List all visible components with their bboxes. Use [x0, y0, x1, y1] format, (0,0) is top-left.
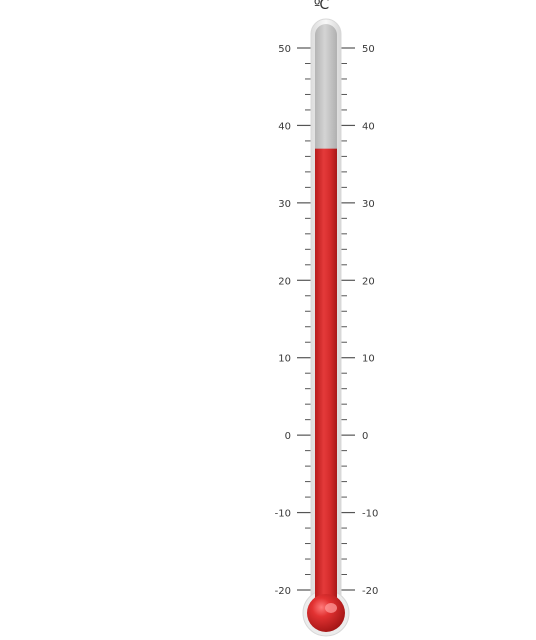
- bulb-highlight: [325, 603, 337, 613]
- tick-label-left: 40: [278, 121, 291, 132]
- tick-label-right: 40: [362, 121, 375, 132]
- tick-label-left: -10: [275, 509, 291, 520]
- tick-label-right: -10: [362, 509, 378, 520]
- tick-label-right: 50: [362, 44, 375, 55]
- tick-label-left: -20: [275, 586, 291, 597]
- scale-labels-right: 50 40 30 20 10 0 -10 -20: [362, 44, 378, 597]
- tick-label-left: 30: [278, 199, 291, 210]
- tick-label-right: -20: [362, 586, 378, 597]
- mercury-column: [315, 148, 337, 614]
- scale-ticks-left: [297, 47, 311, 591]
- tick-label-left: 20: [278, 276, 291, 287]
- scale-ticks-right: [341, 47, 355, 591]
- tick-label-right: 10: [362, 354, 375, 365]
- unit-label: ºC: [313, 0, 329, 13]
- tick-label-left: 0: [285, 431, 291, 442]
- scale-labels-left: 50 40 30 20 10 0 -10 -20: [275, 44, 291, 597]
- tick-label-right: 30: [362, 199, 375, 210]
- tick-label-right: 20: [362, 276, 375, 287]
- tick-label-left: 50: [278, 44, 291, 55]
- mercury-bulb: [307, 594, 345, 632]
- tick-label-right: 0: [362, 431, 368, 442]
- tick-label-left: 10: [278, 354, 291, 365]
